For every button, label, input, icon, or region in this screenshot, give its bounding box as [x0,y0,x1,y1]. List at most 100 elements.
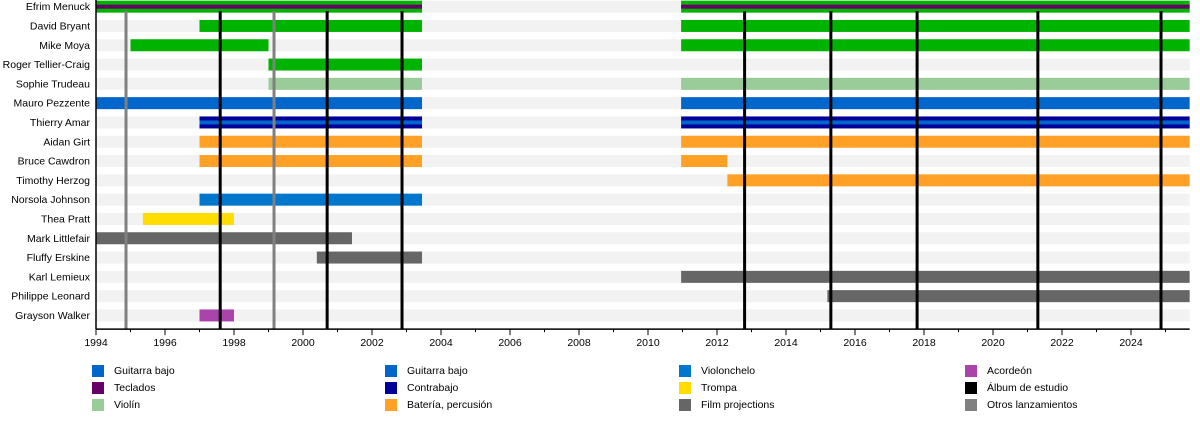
member-bar [681,39,1190,52]
x-tick-label: 1998 [222,337,246,349]
legend-label: Film projections [701,398,775,411]
row-band [96,309,1190,322]
band-timeline-chart: Efrim Menuck David Bryant Mike Moya Roger T… [3,0,1190,349]
legend-item: Acordeón [965,362,1077,379]
member-bar [681,270,1190,283]
member-label: Thierry Amar [30,117,91,129]
legend-item: Batería, percusión [385,396,492,413]
legend-swatch [92,398,104,411]
member-label: Mike Moya [39,40,90,52]
x-tick-label: 1994 [84,337,108,349]
legend-swatch [965,364,977,377]
legend-item: Film projections [679,396,775,413]
member-label: Philippe Leonard [11,291,90,303]
member-bar [199,155,423,168]
member-bar [199,19,423,32]
x-tick-label: 2018 [912,337,936,349]
member-bar [681,135,1190,148]
x-tick-label: 2024 [1119,337,1143,349]
member-label: Norsola Johnson [11,194,90,206]
member-label: Aidan Girt [43,136,90,148]
x-tick-label: 2020 [981,337,1005,349]
legend-swatch [385,398,397,411]
legend-label: Violín [114,398,141,411]
member-bar [268,77,423,90]
member-bar [727,174,1190,187]
legend: Guitarra bajo Teclados Violín Guitarra bajo… [0,362,1200,422]
legend-label: Acordeón [987,364,1032,377]
instrument-stripe [199,120,423,125]
legend-column: Acordeón Álbum de estudio Otros lanzamient… [965,362,1077,413]
legend-column: Violonchelo Trompa Film projections [679,362,775,413]
legend-item: Trompa [679,379,775,396]
legend-label: Álbum de estudio [987,381,1069,394]
legend-item: Contrabajo [385,379,492,396]
legend-column: Guitarra bajo Contrabajo Batería, percusió… [385,362,492,413]
member-bar [199,309,234,322]
member-label: Sophie Trudeau [16,78,90,90]
legend-item: Violín [92,396,175,413]
x-tick-label: 1996 [153,337,177,349]
legend-swatch [679,381,691,394]
legend-label: Guitarra bajo [114,364,175,377]
legend-label: Guitarra bajo [407,364,468,377]
member-label: Grayson Walker [15,310,90,322]
legend-swatch [385,381,397,394]
member-bar [199,135,423,148]
instrument-stripe [681,120,1190,125]
row-band [96,58,1190,71]
member-bar [268,58,423,71]
x-tick-label: 2002 [360,337,384,349]
x-tick-label: 2022 [1050,337,1074,349]
legend-label: Contrabajo [407,381,459,394]
member-label: Mauro Pezzente [14,98,91,110]
x-tick-label: 2000 [291,337,315,349]
instrument-stripe [96,4,423,9]
x-tick-label: 2004 [429,337,453,349]
member-labels: Efrim Menuck David Bryant Mike Moya Roger T… [3,1,91,322]
legend-item: Violonchelo [679,362,775,379]
member-label: Bruce Cawdron [18,156,91,168]
x-axis: 1994 1996 1998 2000 2002 2004 2006 2008 2010 2012… [84,0,1190,349]
member-bar [681,97,1190,110]
member-bar [199,193,423,206]
member-label: Fluffy Erskine [27,252,91,264]
x-tick-label: 2008 [567,337,591,349]
legend-swatch [92,364,104,377]
x-tick-label: 2014 [774,337,798,349]
legend-item: Teclados [92,379,175,396]
member-label: Thea Pratt [41,213,90,225]
member-bar [316,251,423,264]
member-bar [681,155,728,168]
legend-item: Otros lanzamientos [965,396,1077,413]
legend-swatch [385,364,397,377]
member-bar [130,39,269,52]
legend-swatch [965,398,977,411]
member-bars [96,0,1190,322]
member-bar [142,212,234,225]
legend-item: Guitarra bajo [92,362,175,379]
member-bar [681,77,1190,90]
legend-swatch [679,364,691,377]
legend-item: Álbum de estudio [965,379,1077,396]
x-tick-label: 2016 [843,337,867,349]
member-label: David Bryant [30,20,90,32]
row-band [96,251,1190,264]
legend-label: Trompa [701,381,737,394]
member-label: Efrim Menuck [26,1,91,13]
member-label: Mark Littlefair [27,233,91,245]
legend-column: Guitarra bajo Teclados Violín [92,362,175,413]
release-lines [124,11,1163,330]
member-bar [681,19,1190,32]
legend-label: Otros lanzamientos [987,398,1078,411]
legend-label: Batería, percusión [407,398,493,411]
x-tick-label: 2006 [498,337,522,349]
x-tick-label: 2012 [705,337,729,349]
member-bar [96,232,352,245]
member-bar [827,290,1190,303]
legend-swatch [92,381,104,394]
x-tick-label: 2010 [636,337,660,349]
legend-label: Violonchelo [701,364,756,377]
legend-item: Guitarra bajo [385,362,492,379]
member-bar [96,97,423,110]
